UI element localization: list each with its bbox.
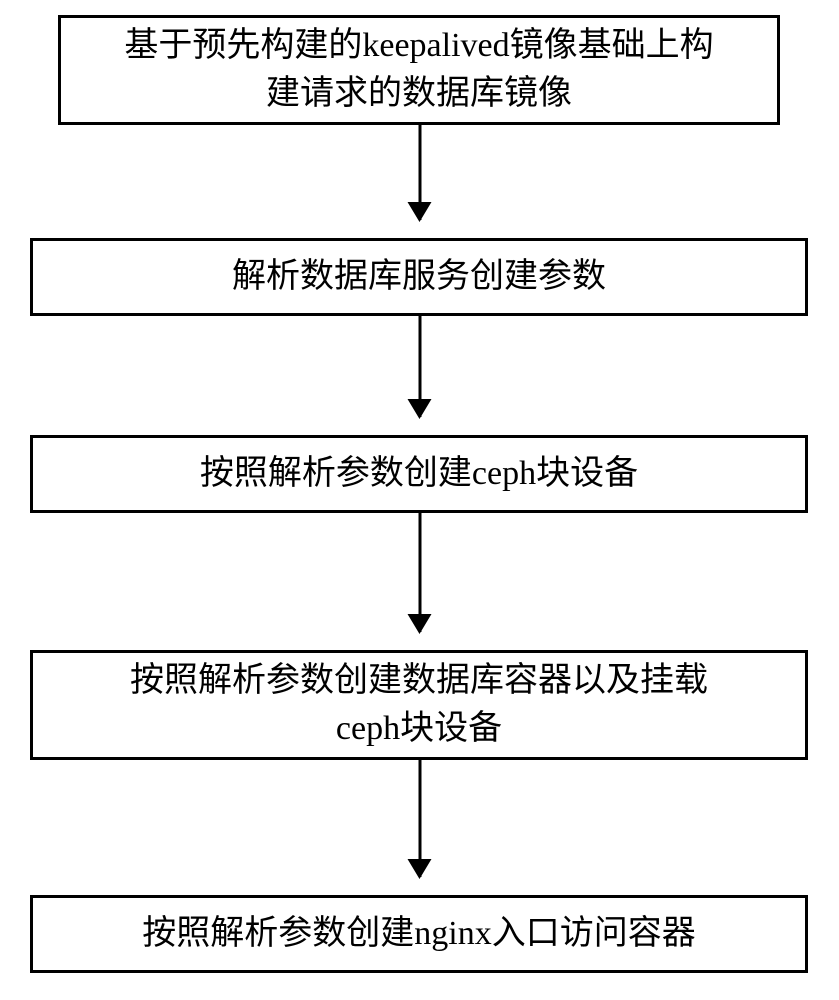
- flow-node-1-text: 基于预先构建的keepalived镜像基础上构 建请求的数据库镜像: [124, 22, 713, 117]
- flow-arrow-2: [418, 316, 421, 417]
- flow-arrow-3: [418, 513, 421, 632]
- flow-node-4-text: 按照解析参数创建数据库容器以及挂载 ceph块设备: [130, 657, 708, 752]
- flow-node-2: 解析数据库服务创建参数: [30, 238, 808, 316]
- flow-node-5: 按照解析参数创建nginx入口访问容器: [30, 895, 808, 973]
- flow-node-4: 按照解析参数创建数据库容器以及挂载 ceph块设备: [30, 650, 808, 760]
- flow-node-3-text: 按照解析参数创建ceph块设备: [200, 450, 638, 498]
- flow-node-5-text: 按照解析参数创建nginx入口访问容器: [142, 910, 695, 958]
- flowchart-container: 基于预先构建的keepalived镜像基础上构 建请求的数据库镜像 解析数据库服…: [0, 0, 839, 1000]
- flow-arrow-1: [418, 125, 421, 220]
- flow-node-2-text: 解析数据库服务创建参数: [232, 253, 606, 301]
- flow-arrow-4: [418, 760, 421, 877]
- flow-node-1: 基于预先构建的keepalived镜像基础上构 建请求的数据库镜像: [58, 15, 780, 125]
- flow-node-3: 按照解析参数创建ceph块设备: [30, 435, 808, 513]
